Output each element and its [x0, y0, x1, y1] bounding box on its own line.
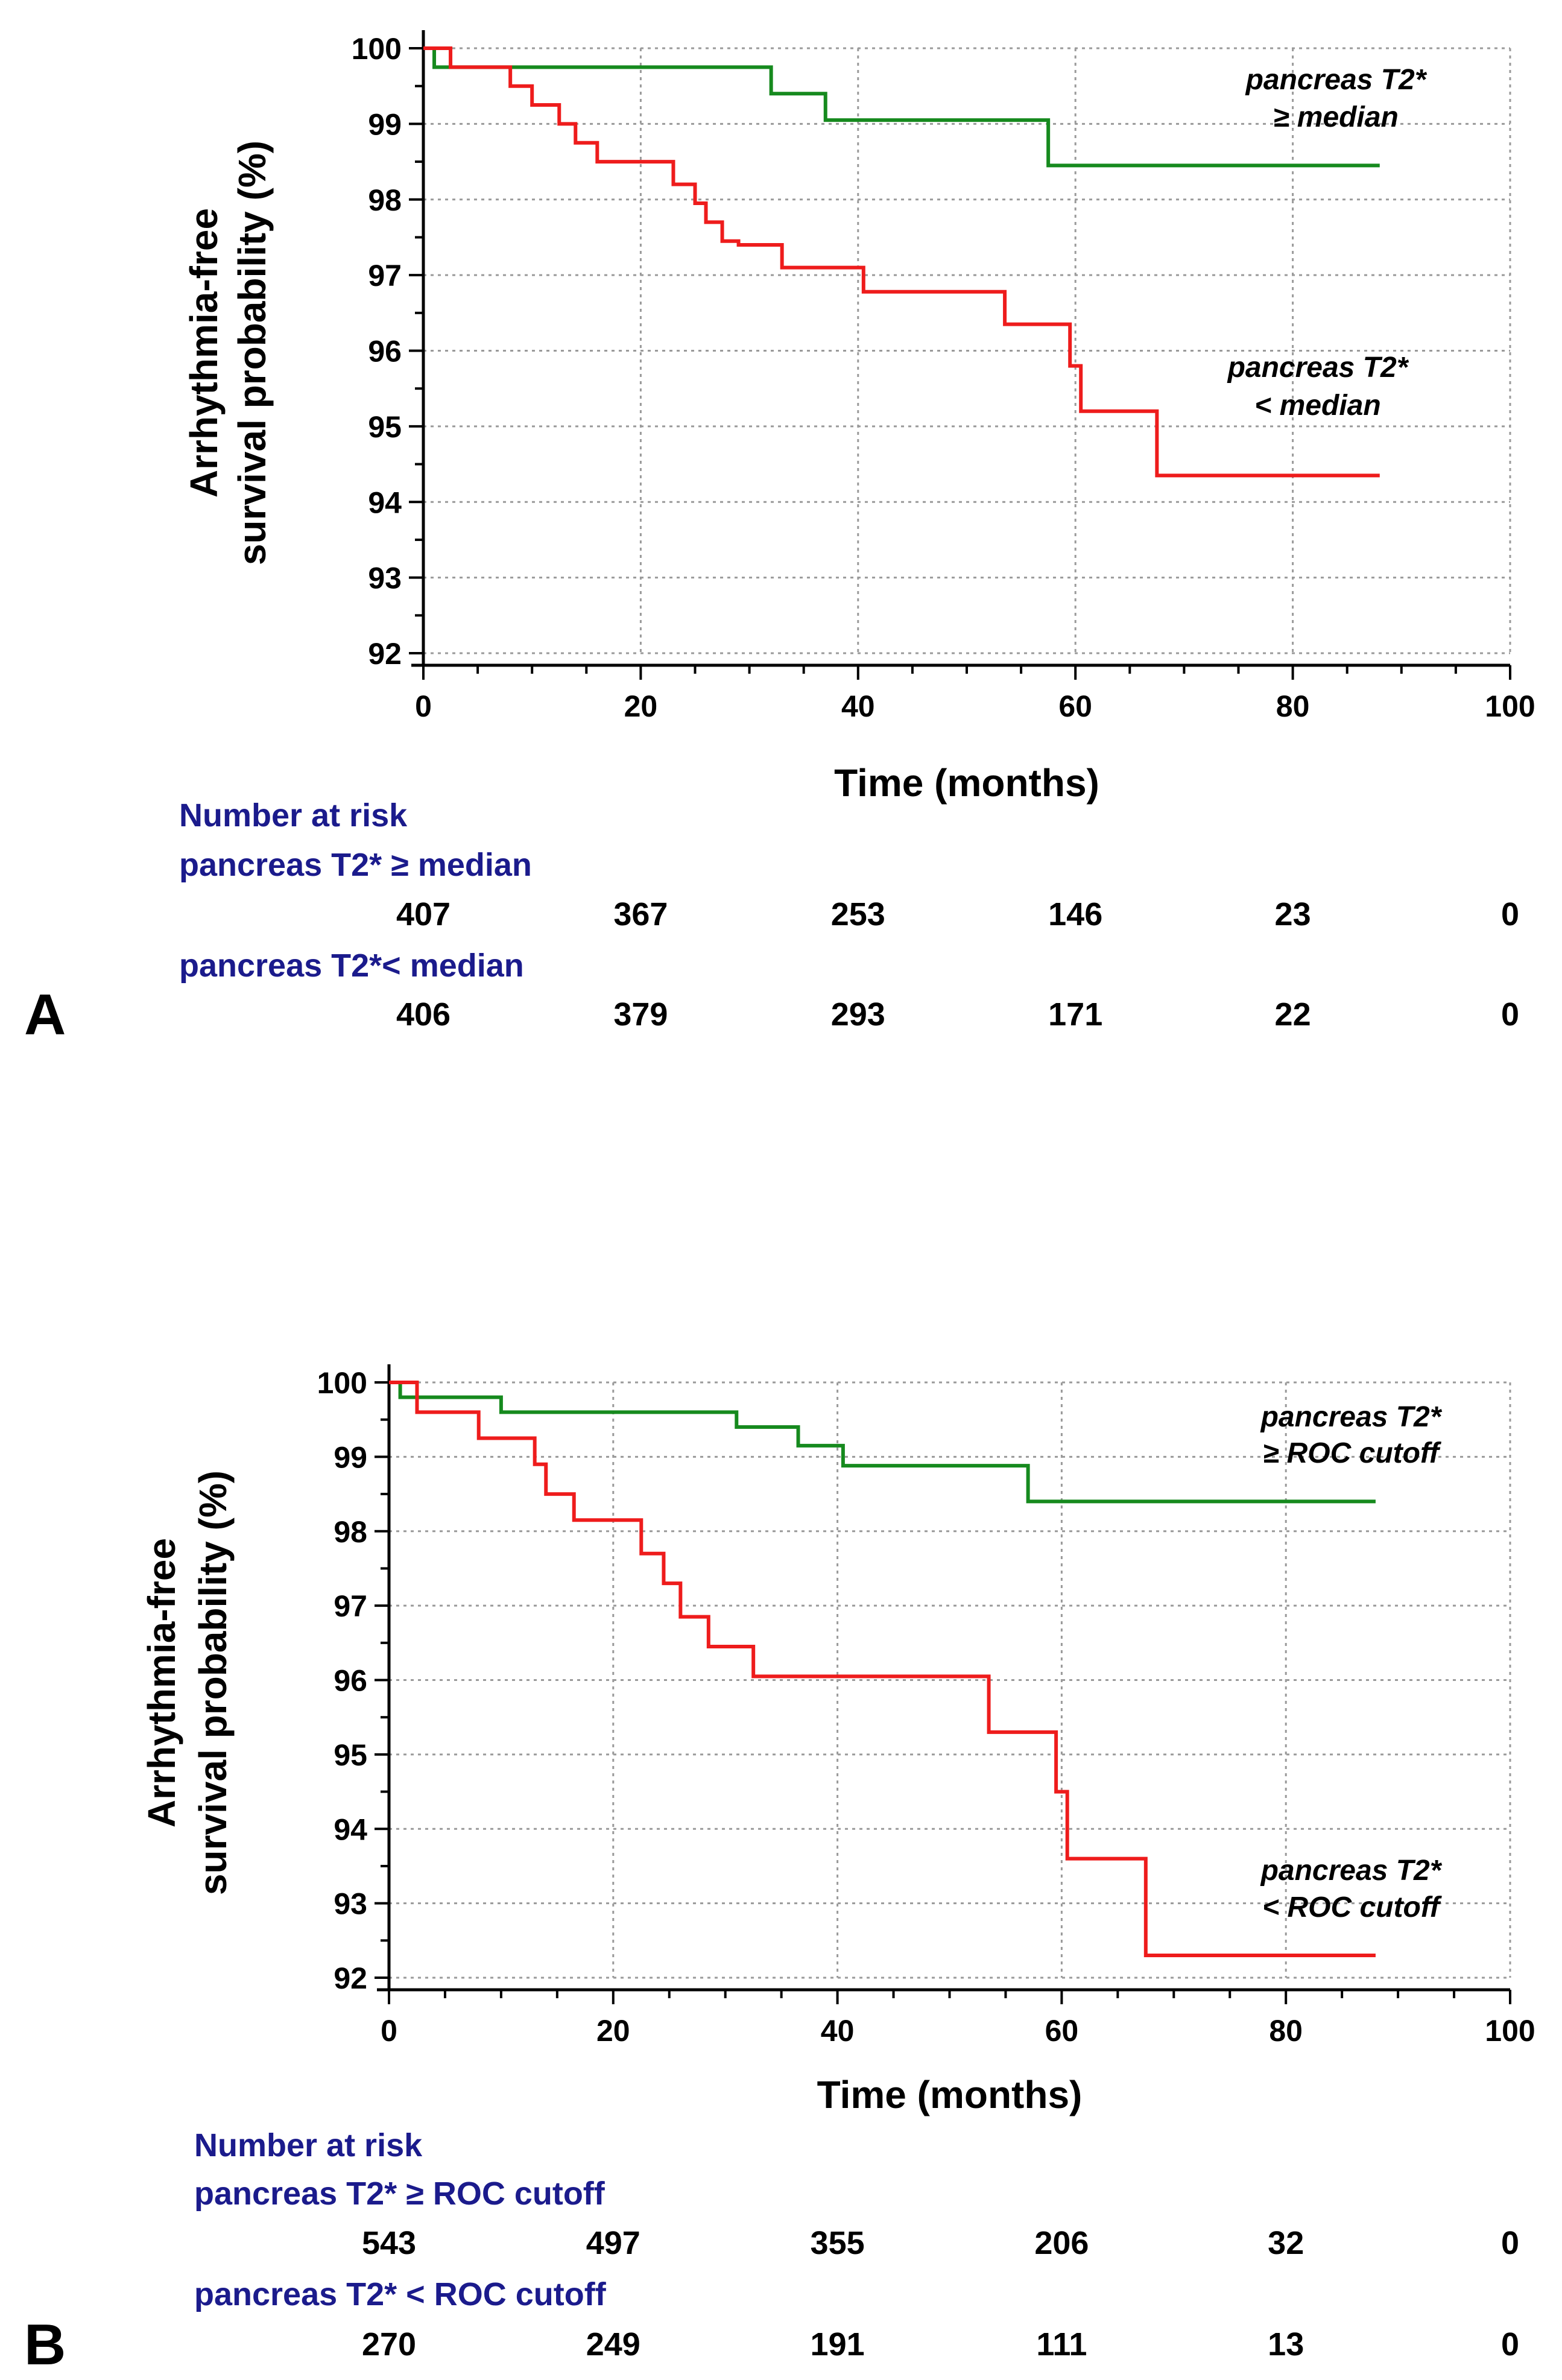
risk-count: 497	[586, 2225, 640, 2261]
y-tick-label: 99	[334, 1440, 367, 1474]
panel-letter: A	[24, 983, 66, 1047]
grid-lines	[389, 1381, 1511, 1979]
panel-letter: B	[24, 2312, 66, 2377]
x-tick-label: 80	[1276, 689, 1310, 723]
survival-curve-high	[389, 1381, 1376, 1504]
x-tick-label: 100	[1485, 689, 1535, 723]
chart-panel-b: 0 20 40 60 80 100 92 93 94 95 96 97 98 99 100 Time (mon…	[24, 1364, 1535, 2377]
risk-count: 407	[396, 896, 451, 932]
number-at-risk-table: Number at risk pancreas T2* ≥ ROC cutoff 5…	[194, 2127, 1519, 2363]
risk-table-heading: Number at risk	[194, 2127, 423, 2163]
grid-lines	[423, 47, 1511, 654]
y-axis-title-line: survival probability (%)	[230, 141, 274, 565]
curve-label-line: pancreas T2*	[1260, 1855, 1443, 1887]
y-tick-label: 93	[368, 562, 402, 595]
x-tick-label: 100	[1485, 2014, 1535, 2048]
risk-count: 171	[1048, 996, 1102, 1033]
risk-count: 0	[1501, 2326, 1519, 2363]
x-axis-title: Time (months)	[817, 2073, 1083, 2116]
curve-label-line: pancreas T2*	[1227, 352, 1409, 384]
number-at-risk-table: Number at risk pancreas T2* ≥ median 407 36…	[179, 797, 1519, 1033]
y-tick-label: 97	[334, 1589, 367, 1623]
survival-curve-high	[423, 46, 1380, 168]
y-tick-label: 98	[334, 1515, 367, 1549]
x-tick-label: 20	[596, 2014, 630, 2048]
y-tick-label: 96	[368, 335, 402, 369]
risk-count: 0	[1501, 2225, 1519, 2261]
x-axis-title: Time (months)	[834, 761, 1099, 805]
risk-count: 32	[1268, 2225, 1304, 2261]
x-tick-label: 40	[821, 2014, 855, 2048]
y-tick-label: 94	[334, 1812, 367, 1846]
risk-count: 0	[1501, 996, 1519, 1033]
x-tick-label: 20	[624, 689, 658, 723]
y-axis-title-line: Arrhythmia-free	[140, 1538, 183, 1828]
x-tick-label: 40	[841, 689, 875, 723]
risk-count: 146	[1048, 896, 1102, 932]
survival-curve-low	[389, 1381, 1376, 1957]
risk-count: 379	[613, 996, 668, 1033]
curve-label-line: ≥ median	[1273, 101, 1399, 133]
y-tick-label: 99	[368, 107, 402, 141]
risk-count: 355	[811, 2225, 865, 2261]
curve-label-line: < median	[1254, 390, 1380, 422]
y-tick-label: 92	[334, 1961, 367, 1995]
risk-row-label: pancreas T2*< median	[179, 948, 524, 984]
y-axis-title-line: survival probability (%)	[191, 1470, 235, 1895]
x-tick-label: 60	[1058, 689, 1092, 723]
y-tick-label: 98	[368, 183, 402, 217]
x-tick-label: 0	[381, 2014, 397, 2048]
risk-count: 13	[1268, 2326, 1304, 2363]
y-axis-title-line: Arrhythmia-free	[182, 208, 226, 498]
risk-count: 23	[1275, 896, 1311, 932]
risk-count: 22	[1275, 996, 1311, 1033]
risk-count: 111	[1036, 2326, 1087, 2363]
curve-label-line: < ROC cutoff	[1262, 1891, 1442, 1923]
y-tick-label: 96	[334, 1664, 367, 1698]
y-tick-label: 100	[317, 1366, 367, 1400]
x-tick-label: 80	[1269, 2014, 1303, 2048]
risk-row-label: pancreas T2* ≥ ROC cutoff	[194, 2176, 606, 2212]
risk-count: 0	[1501, 896, 1519, 932]
risk-count: 253	[831, 896, 885, 932]
risk-count: 270	[362, 2326, 416, 2363]
risk-count: 293	[831, 996, 885, 1033]
y-tick-label: 95	[368, 410, 402, 444]
risk-table-heading: Number at risk	[179, 797, 408, 834]
risk-count: 191	[811, 2326, 865, 2363]
y-tick-label: 95	[334, 1738, 367, 1772]
risk-row-label: pancreas T2* < ROC cutoff	[194, 2276, 607, 2312]
curve-label-line: pancreas T2*	[1245, 64, 1428, 96]
y-tick-label: 92	[368, 637, 402, 671]
y-tick-label: 97	[368, 259, 402, 293]
x-tick-label: 60	[1045, 2014, 1079, 2048]
risk-count: 206	[1034, 2225, 1089, 2261]
y-tick-label: 100	[352, 32, 402, 66]
x-tick-label: 0	[415, 689, 432, 723]
survival-curve-low	[423, 46, 1380, 478]
risk-count: 406	[396, 996, 451, 1033]
risk-count: 543	[362, 2225, 416, 2261]
risk-count: 367	[613, 896, 668, 932]
y-tick-label: 93	[334, 1887, 367, 1921]
risk-count: 249	[586, 2326, 640, 2363]
risk-row-label: pancreas T2* ≥ median	[179, 847, 532, 883]
curve-label-line: pancreas T2*	[1260, 1401, 1443, 1433]
curve-label-line: ≥ ROC cutoff	[1263, 1437, 1441, 1469]
y-tick-label: 94	[368, 486, 402, 519]
